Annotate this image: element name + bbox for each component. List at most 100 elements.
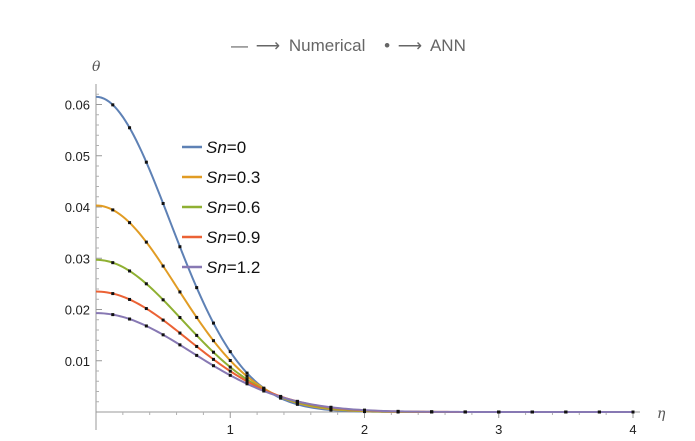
ann-marker (295, 399, 299, 403)
ann-marker (597, 410, 601, 414)
legend-entry: Sn=0 (206, 138, 246, 157)
legend-variable: Sn (206, 138, 227, 157)
ann-marker (178, 331, 182, 335)
ann-marker (128, 269, 132, 273)
ann-marker (144, 307, 148, 311)
ann-marker (463, 410, 467, 414)
ann-marker (111, 208, 115, 212)
ann-marker (128, 221, 132, 225)
ann-marker (178, 245, 182, 249)
ann-marker (195, 353, 199, 357)
x-axis-title: η (657, 406, 666, 422)
ann-marker (144, 282, 148, 286)
ann-markers (111, 103, 635, 414)
ann-marker (363, 408, 366, 412)
ann-marker (245, 382, 249, 386)
ann-marker (161, 318, 165, 322)
numerical-symbol: — (231, 36, 248, 55)
ann-marker (111, 261, 115, 265)
legend-value: =0.6 (227, 198, 261, 217)
ann-marker (245, 374, 249, 378)
numerical-arrow: ⟶ (256, 36, 280, 55)
ann-marker (161, 201, 165, 205)
legend-value: =1.2 (227, 258, 261, 277)
legend-variable: Sn (206, 168, 227, 187)
x-tick-label: 4 (629, 422, 636, 437)
x-tick-label: 2 (361, 422, 368, 437)
legend-value: =0.9 (227, 228, 261, 247)
ann-marker (211, 350, 215, 354)
ann-marker (195, 344, 199, 348)
y-axis-title: θ (92, 59, 101, 75)
ann-marker (228, 350, 232, 354)
ann-marker (228, 369, 232, 373)
ann-marker (245, 378, 249, 382)
ann-marker (128, 297, 132, 301)
legend-value: =0 (227, 138, 246, 157)
ann-marker (228, 358, 232, 362)
ann-marker (161, 264, 165, 268)
ann-marker (228, 365, 232, 369)
numerical-label: Numerical (289, 36, 366, 55)
ann-marker (161, 333, 165, 337)
ann-marker (178, 316, 182, 320)
ann-label: ANN (430, 36, 466, 55)
legend-entry: Sn=0.3 (206, 168, 260, 187)
ann-marker (228, 373, 232, 377)
ann-marker (111, 313, 115, 317)
ann-marker (245, 379, 249, 383)
x-tick-label: 3 (495, 422, 502, 437)
ann-marker (144, 240, 148, 244)
ann-marker (211, 339, 215, 343)
y-tick-label: 0.01 (65, 354, 90, 369)
ann-marker (161, 298, 165, 302)
legend-variable: Sn (206, 228, 227, 247)
ann-marker (497, 410, 501, 414)
ann-marker (211, 364, 215, 368)
ann-marker (631, 410, 635, 414)
ann-marker (195, 333, 199, 337)
ann-marker (195, 315, 199, 319)
ann-marker (178, 290, 182, 294)
y-tick-label: 0.02 (65, 303, 90, 318)
ann-arrow: ⟶ (398, 36, 422, 55)
ann-marker (128, 126, 132, 130)
ann-marker (211, 357, 215, 361)
y-tick-label: 0.05 (65, 149, 90, 164)
ann-marker (245, 371, 249, 375)
y-tick-label: 0.03 (65, 251, 90, 266)
ann-marker (211, 321, 215, 325)
ann-symbol: • (384, 36, 390, 55)
ann-marker (279, 395, 283, 399)
legend-variable: Sn (206, 258, 227, 277)
x-tick-label: 1 (227, 422, 234, 437)
series-line (95, 290, 633, 413)
ann-marker (178, 343, 182, 347)
ann-marker (262, 389, 266, 393)
series-line (95, 95, 633, 413)
ann-marker (144, 160, 148, 164)
legend-variable: Sn (206, 198, 227, 217)
legend-entry: Sn=1.2 (206, 258, 260, 277)
series-line (95, 312, 633, 413)
ann-marker (111, 103, 115, 107)
ann-marker (530, 410, 534, 414)
ann-marker (144, 324, 148, 328)
series-lines (95, 95, 633, 413)
axis-ticks: 1 2 3 4 0.01 0.02 0.03 0.04 0.05 0.06 (65, 93, 637, 437)
y-tick-label: 0.06 (65, 98, 90, 113)
legend: Sn=0Sn=0.3Sn=0.6Sn=0.9Sn=1.2 (182, 138, 260, 277)
annotation-note: — ⟶ Numerical • ⟶ ANN (231, 36, 466, 55)
y-tick-label: 0.04 (65, 200, 90, 215)
ann-marker (564, 410, 568, 414)
ann-marker (329, 405, 333, 409)
ann-marker (195, 286, 199, 290)
legend-entry: Sn=0.9 (206, 228, 260, 247)
ann-marker (128, 317, 132, 321)
legend-value: =0.3 (227, 168, 261, 187)
ann-marker (430, 410, 434, 414)
legend-entry: Sn=0.6 (206, 198, 260, 217)
series-line (95, 258, 633, 413)
ann-marker (396, 409, 400, 413)
